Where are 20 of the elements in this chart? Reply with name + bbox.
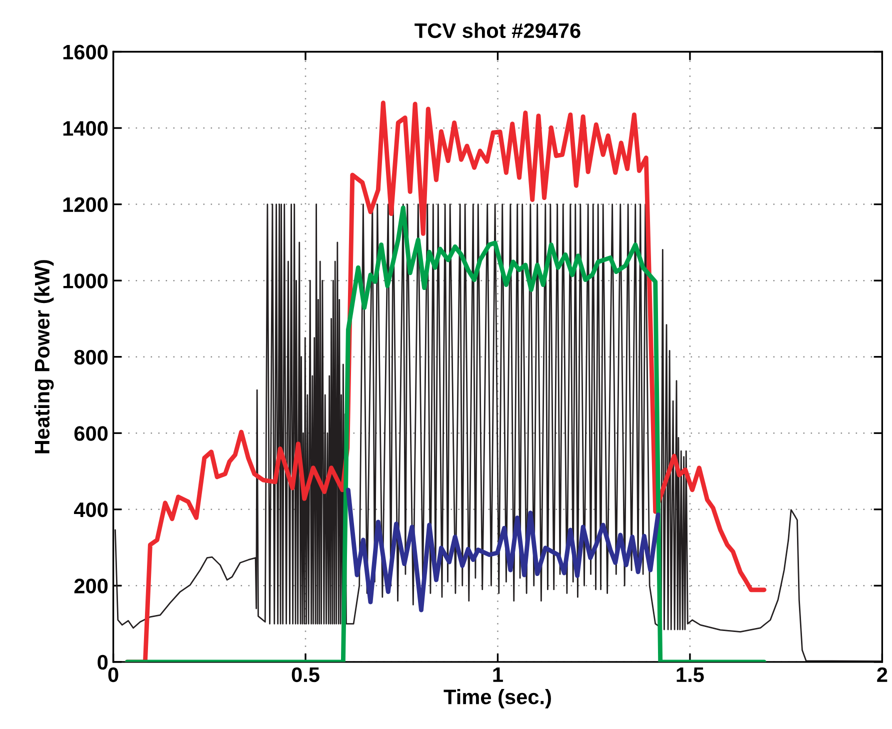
line-series bbox=[346, 488, 660, 612]
x-tick-label: 2 bbox=[877, 667, 888, 682]
y-tick-label: 1600 bbox=[63, 44, 108, 60]
chart-title: TCV shot #29476 bbox=[414, 22, 580, 38]
y-axis-title: Heating Power (kW) bbox=[34, 260, 54, 454]
x-axis-title: Time (sec.) bbox=[444, 688, 551, 708]
y-tick-label: 800 bbox=[74, 350, 108, 365]
y-tick-label: 200 bbox=[74, 578, 108, 594]
y-tick-label: 1000 bbox=[63, 274, 108, 288]
y-tick-label: 400 bbox=[74, 502, 108, 518]
line-series bbox=[114, 204, 882, 662]
y-tick-label: 1400 bbox=[63, 121, 108, 136]
x-tick-label: 1.5 bbox=[676, 668, 704, 682]
x-tick-label: 0 bbox=[108, 667, 118, 682]
y-tick-label: 1200 bbox=[63, 197, 108, 212]
y-tick-label: 600 bbox=[74, 426, 108, 441]
line-series bbox=[124, 206, 766, 662]
y-tick-label: 0 bbox=[98, 654, 108, 670]
x-tick-label: 0.5 bbox=[292, 667, 320, 682]
x-tick-label: 1 bbox=[493, 668, 503, 682]
